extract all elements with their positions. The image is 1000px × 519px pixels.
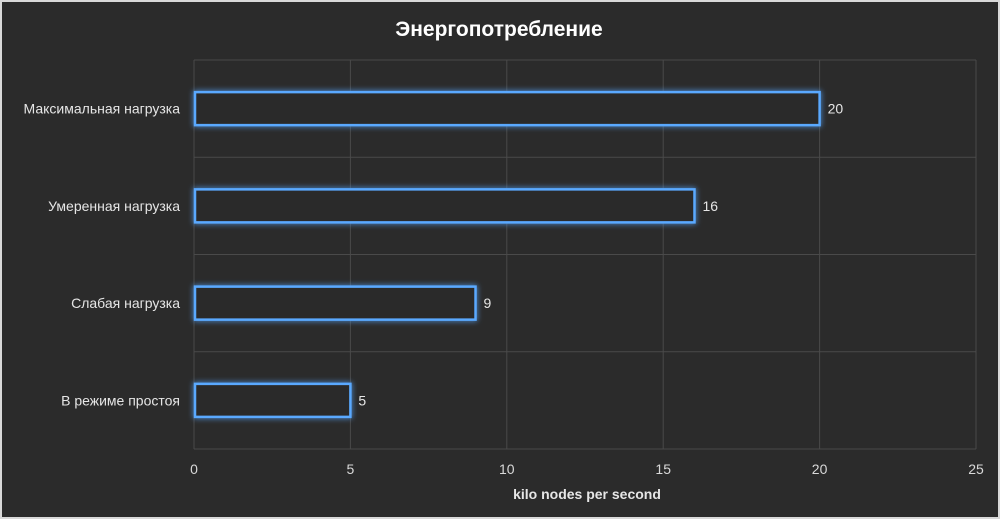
bar [193,285,477,321]
category-label: В режиме простоя [61,392,180,408]
bars [193,90,821,419]
data-label: 16 [702,198,718,214]
chart-title: Энергопотребление [395,18,602,41]
x-tick-label: 0 [190,461,198,477]
x-tick-label: 15 [655,461,671,477]
x-tick-label: 10 [499,461,515,477]
bar [193,90,821,127]
category-label: Максимальная нагрузка [24,101,181,117]
data-label: 9 [484,295,492,311]
data-label: 5 [358,392,366,408]
data-label: 20 [828,101,844,117]
category-label: Слабая нагрузка [71,295,180,311]
bar [193,188,696,224]
x-tick-label: 5 [347,461,355,477]
bar [193,382,352,419]
category-label: Умеренная нагрузка [48,198,180,214]
x-axis-title: kilo nodes per second [513,486,661,502]
x-tick-label: 25 [968,461,984,477]
data-labels: 20 16 9 5 [358,101,843,409]
x-tick-labels: 0 5 10 15 20 25 [190,461,984,477]
x-tick-label: 20 [812,461,828,477]
category-labels: Максимальная нагрузка Умеренная нагрузка С… [24,101,181,409]
